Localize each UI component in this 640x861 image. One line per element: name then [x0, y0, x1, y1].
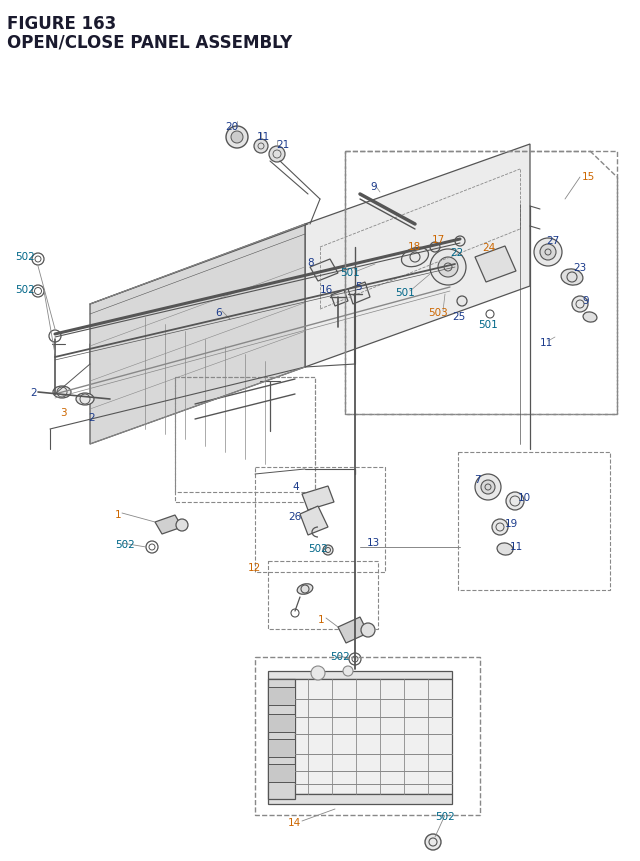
Text: 10: 10 — [518, 492, 531, 503]
Circle shape — [430, 243, 440, 253]
Text: 503: 503 — [428, 307, 448, 318]
Bar — [255, 468, 385, 573]
Polygon shape — [338, 617, 368, 643]
Text: 9: 9 — [370, 182, 376, 192]
Polygon shape — [268, 672, 452, 679]
Text: 21: 21 — [276, 139, 289, 150]
Circle shape — [269, 147, 285, 163]
Circle shape — [323, 545, 333, 555]
Polygon shape — [268, 679, 452, 794]
Polygon shape — [155, 516, 182, 535]
Ellipse shape — [53, 387, 71, 399]
Circle shape — [475, 474, 501, 500]
Text: 501: 501 — [478, 319, 498, 330]
Text: 9: 9 — [582, 295, 589, 306]
Polygon shape — [268, 794, 452, 804]
Polygon shape — [305, 145, 530, 368]
Circle shape — [540, 245, 556, 261]
Polygon shape — [268, 687, 295, 705]
Bar — [175, 378, 315, 503]
Text: 24: 24 — [482, 243, 495, 253]
Ellipse shape — [76, 393, 94, 406]
Circle shape — [343, 666, 353, 676]
Circle shape — [231, 132, 243, 144]
Text: 26: 26 — [288, 511, 301, 522]
Text: 502: 502 — [15, 251, 35, 262]
Text: 502: 502 — [15, 285, 35, 294]
Polygon shape — [331, 291, 348, 307]
Ellipse shape — [297, 584, 313, 595]
Polygon shape — [475, 247, 516, 282]
Circle shape — [492, 519, 508, 536]
Circle shape — [254, 139, 268, 154]
Text: 502: 502 — [308, 543, 328, 554]
Circle shape — [226, 127, 248, 149]
Text: 22: 22 — [450, 248, 463, 257]
Circle shape — [438, 257, 458, 278]
Text: 15: 15 — [582, 172, 595, 182]
Polygon shape — [310, 260, 338, 282]
Text: OPEN/CLOSE PANEL ASSEMBLY: OPEN/CLOSE PANEL ASSEMBLY — [7, 33, 292, 51]
Text: 502: 502 — [330, 651, 349, 661]
Polygon shape — [348, 282, 370, 305]
Bar — [175, 378, 315, 492]
Polygon shape — [268, 679, 295, 799]
Text: 1: 1 — [115, 510, 122, 519]
Text: FIGURE 163: FIGURE 163 — [7, 15, 116, 33]
Ellipse shape — [561, 269, 583, 286]
Text: 27: 27 — [546, 236, 559, 245]
Polygon shape — [268, 714, 295, 732]
Polygon shape — [268, 739, 295, 757]
Text: 25: 25 — [452, 312, 465, 322]
Polygon shape — [90, 207, 530, 364]
Bar — [345, 152, 617, 414]
Polygon shape — [302, 486, 334, 511]
Circle shape — [572, 297, 588, 313]
Text: 7: 7 — [474, 474, 481, 485]
Text: 16: 16 — [320, 285, 333, 294]
Ellipse shape — [401, 248, 429, 268]
Text: 4: 4 — [292, 481, 299, 492]
Text: 14: 14 — [288, 817, 301, 827]
Text: 502: 502 — [435, 811, 455, 821]
Text: 2: 2 — [30, 387, 36, 398]
Circle shape — [430, 250, 466, 286]
Text: 501: 501 — [395, 288, 415, 298]
Text: 12: 12 — [248, 562, 261, 573]
Text: 11: 11 — [540, 338, 553, 348]
Text: 1: 1 — [318, 614, 324, 624]
Bar — [458, 453, 610, 591]
Text: 17: 17 — [432, 235, 445, 245]
Text: 502: 502 — [115, 539, 135, 549]
Circle shape — [425, 834, 441, 850]
Text: 8: 8 — [307, 257, 314, 268]
Circle shape — [311, 666, 325, 680]
Circle shape — [506, 492, 524, 511]
Ellipse shape — [583, 313, 597, 323]
Text: 5: 5 — [355, 282, 362, 292]
Circle shape — [361, 623, 375, 637]
Bar — [268, 561, 378, 629]
Text: 20: 20 — [225, 122, 238, 132]
Circle shape — [481, 480, 495, 494]
Text: 2: 2 — [88, 412, 95, 423]
Polygon shape — [268, 764, 295, 782]
Text: 11: 11 — [510, 542, 524, 551]
Ellipse shape — [497, 543, 513, 555]
Text: 13: 13 — [367, 537, 380, 548]
Circle shape — [457, 297, 467, 307]
Text: 11: 11 — [257, 132, 270, 142]
Text: 6: 6 — [215, 307, 221, 318]
Polygon shape — [300, 506, 328, 536]
Circle shape — [176, 519, 188, 531]
Text: 501: 501 — [340, 268, 360, 278]
Text: 19: 19 — [505, 518, 518, 529]
Polygon shape — [90, 225, 305, 444]
Bar — [255, 657, 480, 815]
Text: 23: 23 — [573, 263, 586, 273]
Text: 3: 3 — [60, 407, 67, 418]
Circle shape — [534, 238, 562, 267]
Text: 18: 18 — [408, 242, 421, 251]
